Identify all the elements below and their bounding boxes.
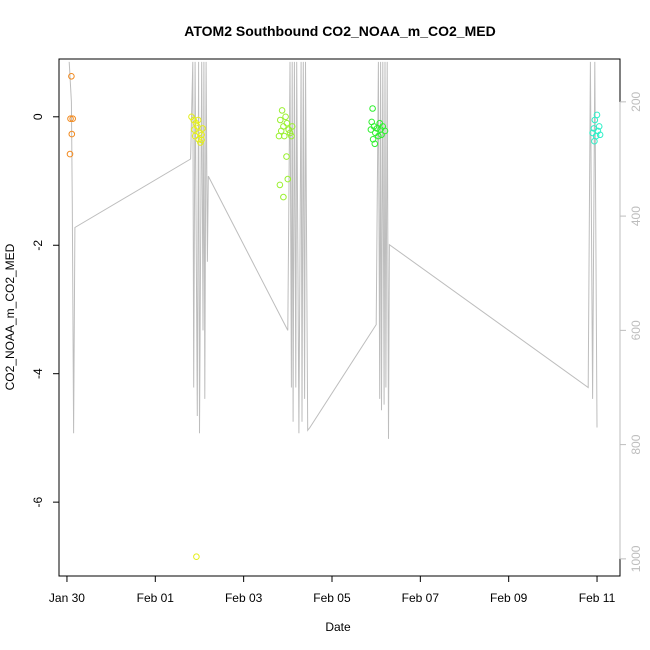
- data-point: [277, 116, 284, 124]
- y-axis-label: CO2_NOAA_m_CO2_MED: [3, 243, 17, 390]
- data-point: [281, 132, 288, 140]
- y-tick-label: -2: [31, 240, 45, 251]
- y-tick-label: -6: [31, 496, 45, 507]
- data-point: [66, 150, 74, 158]
- data-point: [199, 125, 206, 132]
- data-point: [69, 115, 76, 122]
- data-point: [367, 126, 375, 133]
- x-tick-label: Feb 11: [579, 591, 616, 605]
- data-point: [275, 132, 283, 140]
- data-point: [288, 132, 295, 140]
- right-tick-label: 400: [629, 206, 643, 226]
- x-axis-label: Date: [325, 620, 351, 634]
- data-point: [284, 175, 292, 183]
- data-point: [369, 105, 376, 112]
- data-point: [376, 119, 384, 127]
- data-point: [191, 132, 199, 140]
- data-point: [282, 113, 289, 121]
- y-axis: 0 -2 -4 -6: [31, 113, 60, 507]
- data-point: [283, 119, 291, 127]
- data-point: [193, 553, 200, 561]
- right-tick-label: 1000: [629, 545, 643, 572]
- chart-title: ATOM2 Southbound CO2_NOAA_m_CO2_MED: [184, 23, 495, 39]
- plot-frame: [58, 58, 621, 577]
- data-point: [278, 107, 286, 114]
- data-point: [288, 123, 296, 130]
- right-tick-label: 800: [629, 434, 643, 454]
- data-point: [369, 136, 377, 143]
- data-point: [591, 116, 599, 124]
- right-tick-label: 600: [629, 320, 643, 340]
- data-point: [283, 153, 290, 160]
- data-point: [198, 136, 205, 144]
- right-tick-label: 200: [629, 92, 643, 112]
- x-tick-label: Feb 03: [225, 591, 263, 605]
- data-points: [66, 73, 604, 561]
- data-point: [67, 115, 74, 122]
- data-point: [596, 131, 604, 139]
- data-point: [589, 129, 596, 137]
- right-axis: 200 400 600 800 1000: [619, 92, 643, 572]
- y-tick-label: -4: [31, 368, 45, 379]
- x-tick-label: Feb 09: [490, 591, 528, 605]
- x-tick-label: Feb 01: [137, 591, 175, 605]
- data-point: [276, 181, 284, 189]
- x-tick-label: Feb 05: [313, 591, 351, 605]
- x-axis: Jan 30 Feb 01 Feb 03 Feb 05 Feb 07 Feb 09 Feb …: [49, 575, 616, 605]
- data-point: [373, 125, 381, 132]
- x-tick-label: Jan 30: [49, 591, 85, 605]
- data-point: [68, 130, 76, 138]
- data-point: [591, 137, 598, 145]
- data-point: [198, 131, 205, 139]
- data-point: [286, 129, 294, 137]
- data-point: [381, 127, 389, 135]
- altitude-profile-line: [68, 61, 598, 439]
- data-point: [371, 140, 379, 148]
- data-point: [375, 132, 382, 140]
- y-tick-label: 0: [31, 113, 45, 120]
- data-point: [190, 126, 198, 133]
- data-point: [194, 116, 202, 124]
- x-tick-label: Feb 07: [402, 591, 440, 605]
- data-point: [280, 193, 287, 201]
- data-point: [68, 73, 75, 80]
- data-point: [595, 123, 603, 130]
- data-point: [378, 131, 385, 139]
